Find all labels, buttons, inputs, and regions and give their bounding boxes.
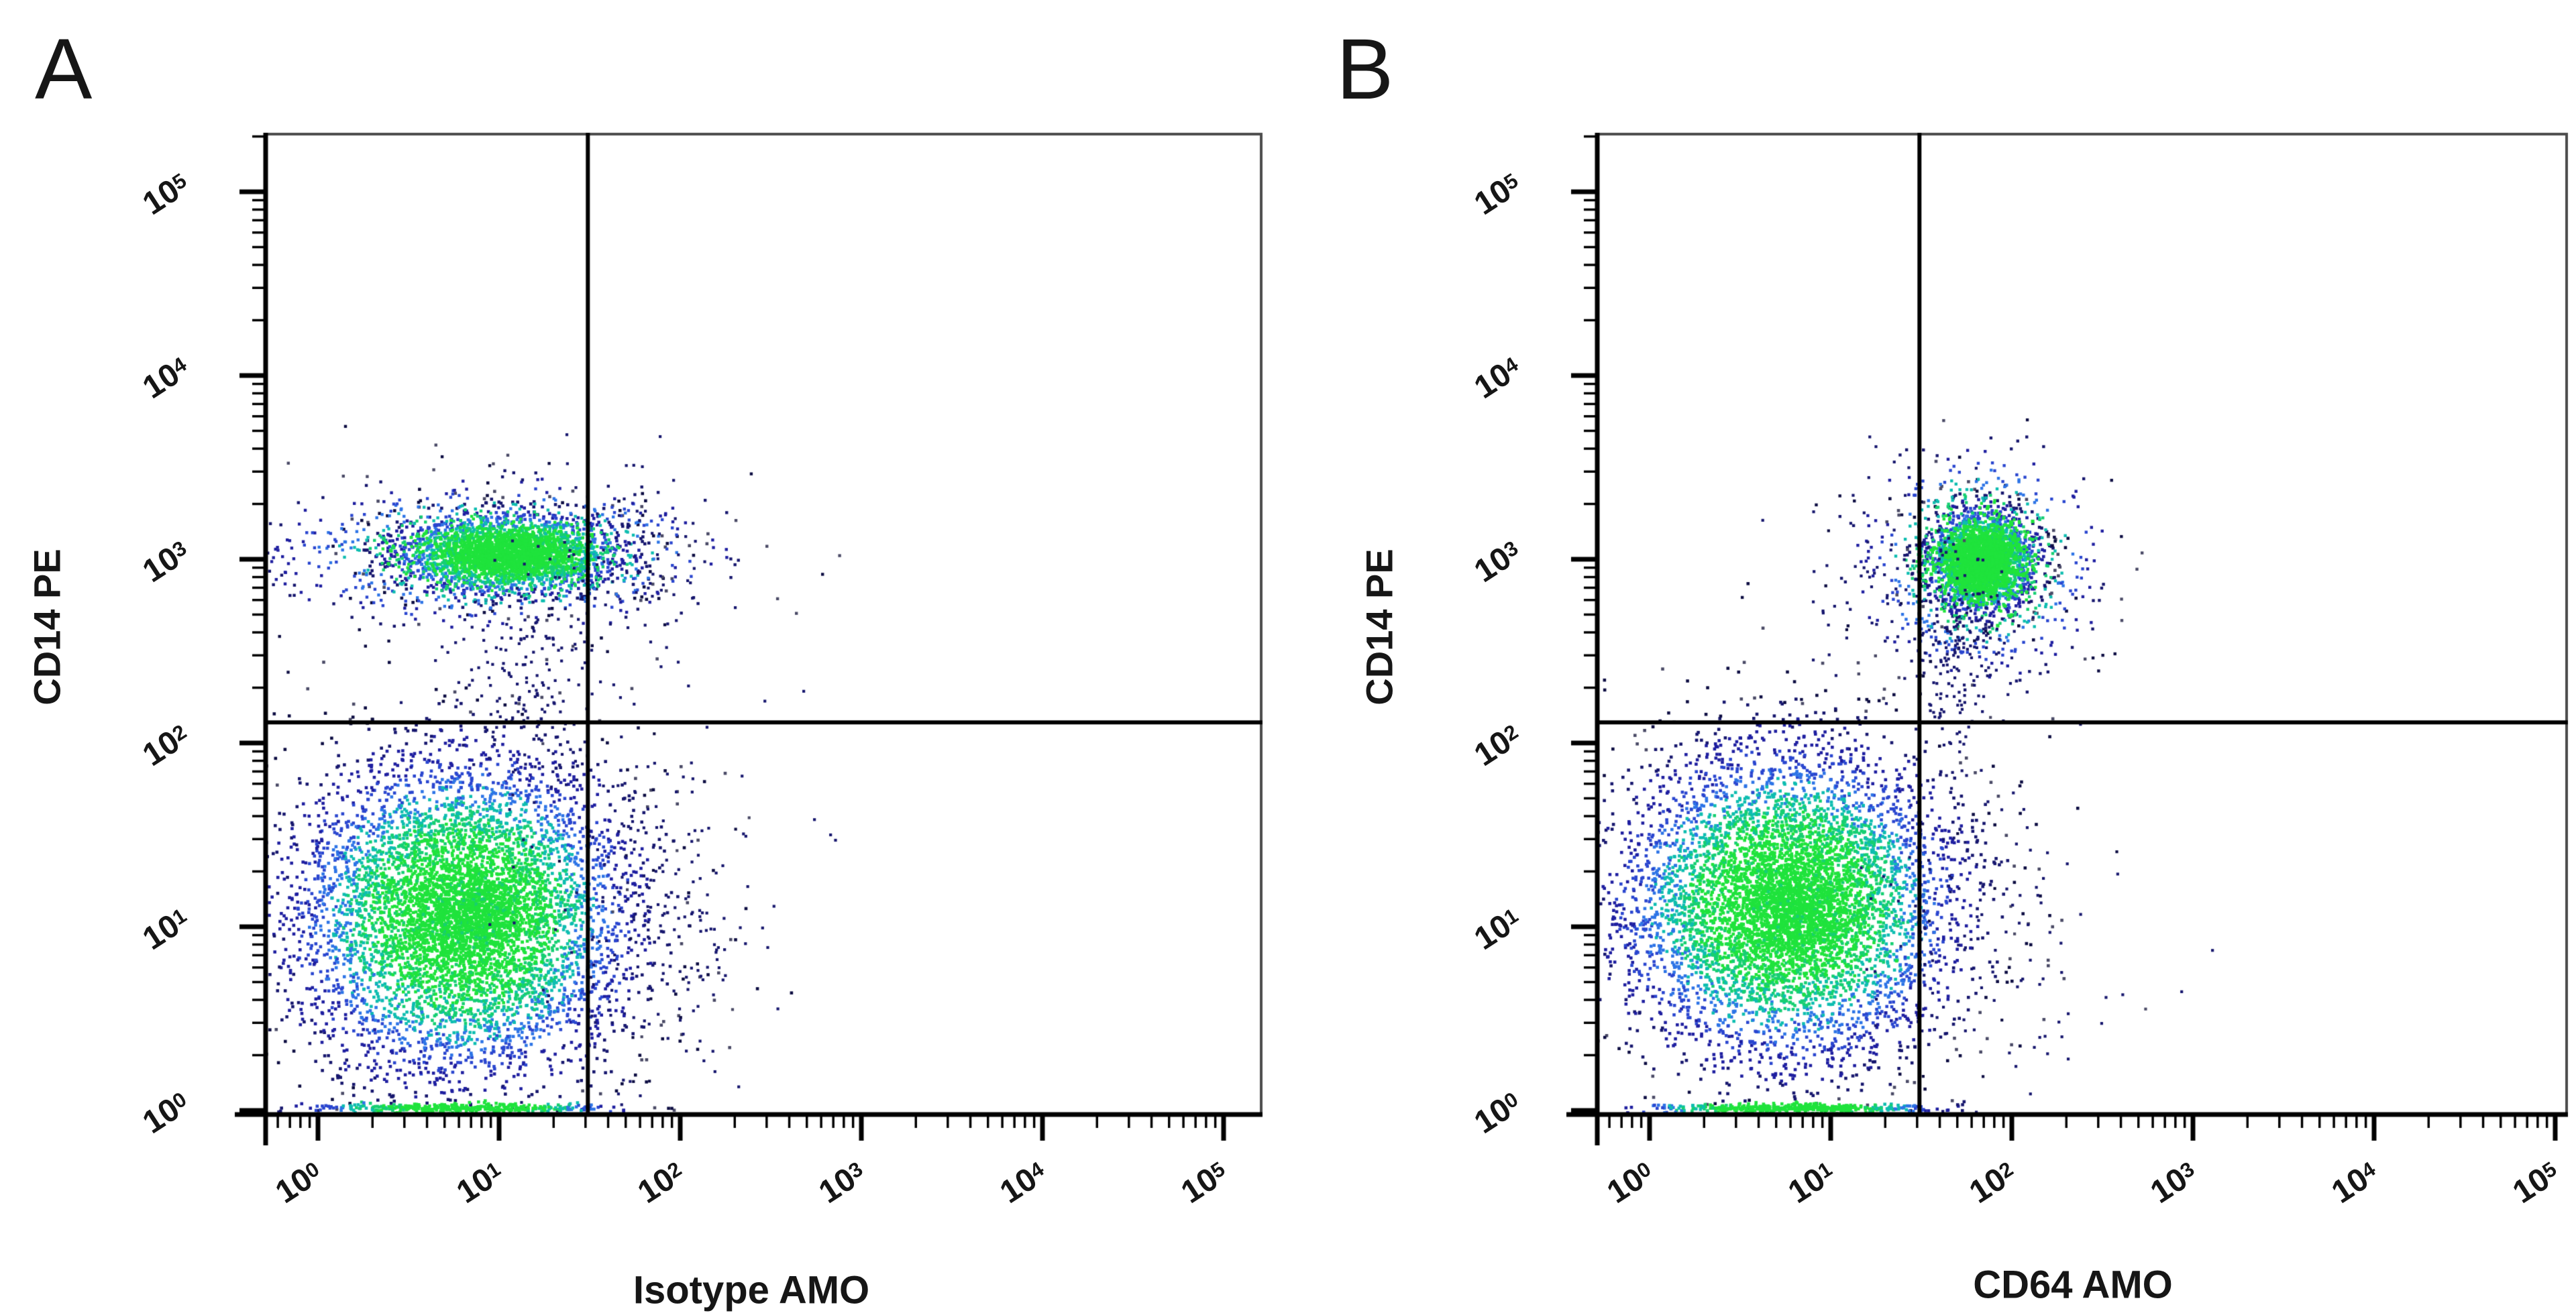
x-tick-label: 105 [1175,1157,1230,1211]
x-tick-label: 103 [812,1157,867,1211]
y-axis-title-b: CD14 PE [1358,549,1401,705]
scatter-plot-a-canvas [105,127,1269,1152]
y-axis-title-a: CD14 PE [25,549,68,705]
x-axis-title-b: CD64 AMO [1973,1263,2173,1307]
x-tick-label: 101 [1782,1157,1837,1211]
panel-label-a: A [35,21,93,117]
x-tick-label: 101 [450,1157,505,1211]
x-tick-label: 104 [994,1157,1049,1211]
x-axis-title-a: Isotype AMO [633,1268,870,1312]
panel-label-b: B [1336,21,1394,117]
scatter-plot-panel-a: 100 101 102 103 104 105 100 101 102 103 104 105 [105,127,1269,1210]
scatter-plot-panel-b: 100 101 102 103 104 105 100 101 102 103 104 105 [1436,127,2575,1210]
x-tick-label: 103 [2144,1157,2199,1211]
x-tick-label: 102 [631,1157,686,1211]
x-tick-label: 100 [1601,1157,1656,1211]
x-tick-label: 104 [2325,1157,2380,1211]
x-tick-label: 100 [269,1157,324,1211]
x-tick-label: 105 [2506,1157,2561,1211]
x-tick-label: 102 [1963,1157,2018,1211]
scatter-plot-b-canvas [1436,127,2575,1152]
